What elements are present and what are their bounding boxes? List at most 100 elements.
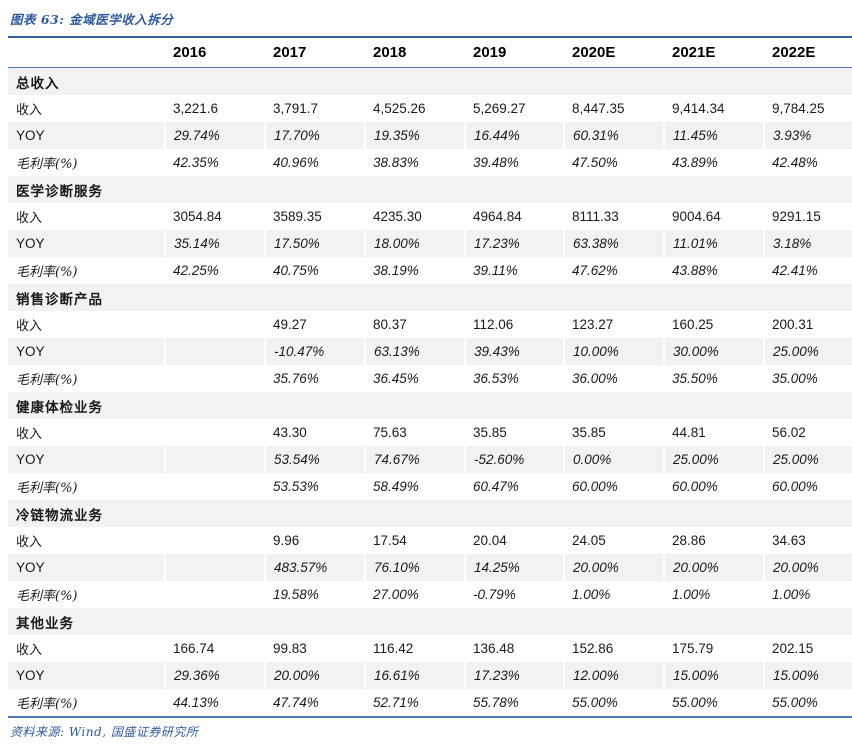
section-name: 销售诊断产品	[8, 284, 852, 311]
value-cell: 60.00%	[764, 473, 852, 500]
value-cell: -52.60%	[464, 446, 564, 473]
value-cell: 34.63	[764, 527, 852, 554]
value-cell: 3589.35	[265, 203, 365, 230]
value-cell: 9.96	[265, 527, 365, 554]
value-cell: 19.58%	[265, 581, 365, 608]
value-cell: 74.67%	[364, 446, 465, 473]
value-cell: 47.62%	[564, 257, 664, 284]
value-cell: 52.71%	[365, 689, 465, 717]
value-cell: 18.00%	[364, 230, 465, 257]
value-cell: 99.83	[265, 635, 365, 662]
value-cell: 9,414.34	[664, 95, 764, 122]
value-cell: 483.57%	[264, 554, 365, 581]
value-cell: 25.00%	[663, 446, 764, 473]
value-cell: 55.78%	[465, 689, 564, 717]
section-header-row: 销售诊断产品	[8, 284, 852, 311]
value-cell: 39.43%	[464, 338, 564, 365]
row-label: 收入	[8, 203, 165, 230]
table-row-margin: 毛利率(%) 19.58% 27.00% -0.79% 1.00% 1.00% 1.00%	[8, 581, 852, 608]
value-cell: 55.00%	[764, 689, 852, 717]
value-cell	[165, 473, 265, 500]
row-label: YOY	[8, 554, 165, 581]
row-label: 收入	[8, 419, 165, 446]
value-cell: 16.44%	[464, 122, 564, 149]
value-cell: 3,221.6	[165, 95, 265, 122]
value-cell: 3.18%	[763, 230, 852, 257]
value-cell: 4235.30	[365, 203, 465, 230]
value-cell: 35.50%	[664, 365, 764, 392]
value-cell: 39.11%	[465, 257, 564, 284]
value-cell: 35.14%	[164, 230, 265, 257]
value-cell: 4,525.26	[365, 95, 465, 122]
row-label: YOY	[8, 662, 165, 689]
value-cell	[165, 419, 265, 446]
value-cell: 112.06	[465, 311, 564, 338]
year-column-header: 2019	[465, 38, 564, 68]
year-header-row: 2016 2017 2018 2019 2020E 2021E 2022E	[8, 38, 852, 68]
value-cell: 40.75%	[265, 257, 365, 284]
table-row-revenue: 收入 166.74 99.83 116.42 136.48 152.86 175.79 202…	[8, 635, 852, 662]
value-cell	[165, 527, 265, 554]
value-cell: 1.00%	[664, 581, 764, 608]
value-cell: -10.47%	[264, 338, 365, 365]
table-row-margin: 毛利率(%) 42.25% 40.75% 38.19% 39.11% 47.62% 43.8…	[8, 257, 852, 284]
value-cell: 44.13%	[165, 689, 265, 717]
row-label: 收入	[8, 311, 165, 338]
value-cell: 43.88%	[664, 257, 764, 284]
value-cell: 35.85	[564, 419, 664, 446]
value-cell: 116.42	[365, 635, 465, 662]
value-cell: 63.13%	[364, 338, 465, 365]
table-row-yoy: YOY -10.47% 63.13% 39.43% 10.00% 30.00% 25.00%	[8, 338, 852, 365]
value-cell: 35.85	[465, 419, 564, 446]
year-column-header: 2021E	[664, 38, 764, 68]
value-cell: 63.38%	[563, 230, 664, 257]
table-row-revenue: 收入 3,221.6 3,791.7 4,525.26 5,269.27 8,447.35…	[8, 95, 852, 122]
year-column-header: 2016	[165, 38, 265, 68]
value-cell	[165, 581, 265, 608]
value-cell: 17.54	[365, 527, 465, 554]
value-cell: 36.45%	[365, 365, 465, 392]
title-divider	[8, 36, 852, 38]
row-label: 毛利率(%)	[8, 581, 165, 608]
value-cell: 35.00%	[764, 365, 852, 392]
section-header-row: 总收入	[8, 67, 852, 95]
value-cell: 20.04	[465, 527, 564, 554]
row-label: 毛利率(%)	[8, 365, 165, 392]
value-cell: 27.00%	[365, 581, 465, 608]
value-cell: 19.35%	[364, 122, 465, 149]
row-label: 毛利率(%)	[8, 689, 165, 717]
value-cell: 0.00%	[563, 446, 664, 473]
section-header-row: 其他业务	[8, 608, 852, 635]
value-cell: 47.74%	[265, 689, 365, 717]
value-cell: 42.35%	[165, 149, 265, 176]
value-cell: 58.49%	[365, 473, 465, 500]
value-cell: 44.81	[664, 419, 764, 446]
value-cell: 40.96%	[265, 149, 365, 176]
value-cell: 60.31%	[563, 122, 664, 149]
value-cell: 25.00%	[763, 338, 852, 365]
table-body: 总收入 收入 3,221.6 3,791.7 4,525.26 5,269.27 8,447…	[8, 67, 852, 717]
value-cell: 80.37	[365, 311, 465, 338]
value-cell: 8,447.35	[564, 95, 664, 122]
value-cell: 1.00%	[564, 581, 664, 608]
value-cell: 123.27	[564, 311, 664, 338]
row-label: 毛利率(%)	[8, 473, 165, 500]
value-cell: 14.25%	[464, 554, 564, 581]
chart-title: 图表 63: 金域医学收入拆分	[10, 12, 174, 27]
table-row-margin: 毛利率(%) 35.76% 36.45% 36.53% 36.00% 35.50% 35.0…	[8, 365, 852, 392]
value-cell: 36.53%	[465, 365, 564, 392]
value-cell: 20.00%	[563, 554, 664, 581]
section-name: 总收入	[8, 67, 852, 95]
value-cell: 200.31	[764, 311, 852, 338]
value-cell: 75.63	[365, 419, 465, 446]
value-cell: 60.00%	[564, 473, 664, 500]
value-cell: 1.00%	[764, 581, 852, 608]
section-name: 其他业务	[8, 608, 852, 635]
table-row-yoy: YOY 483.57% 76.10% 14.25% 20.00% 20.00% 20.00%	[8, 554, 852, 581]
value-cell	[164, 338, 265, 365]
value-cell: 152.86	[564, 635, 664, 662]
row-label: YOY	[8, 446, 165, 473]
value-cell: 43.30	[265, 419, 365, 446]
table-row-revenue: 收入 9.96 17.54 20.04 24.05 28.86 34.63	[8, 527, 852, 554]
